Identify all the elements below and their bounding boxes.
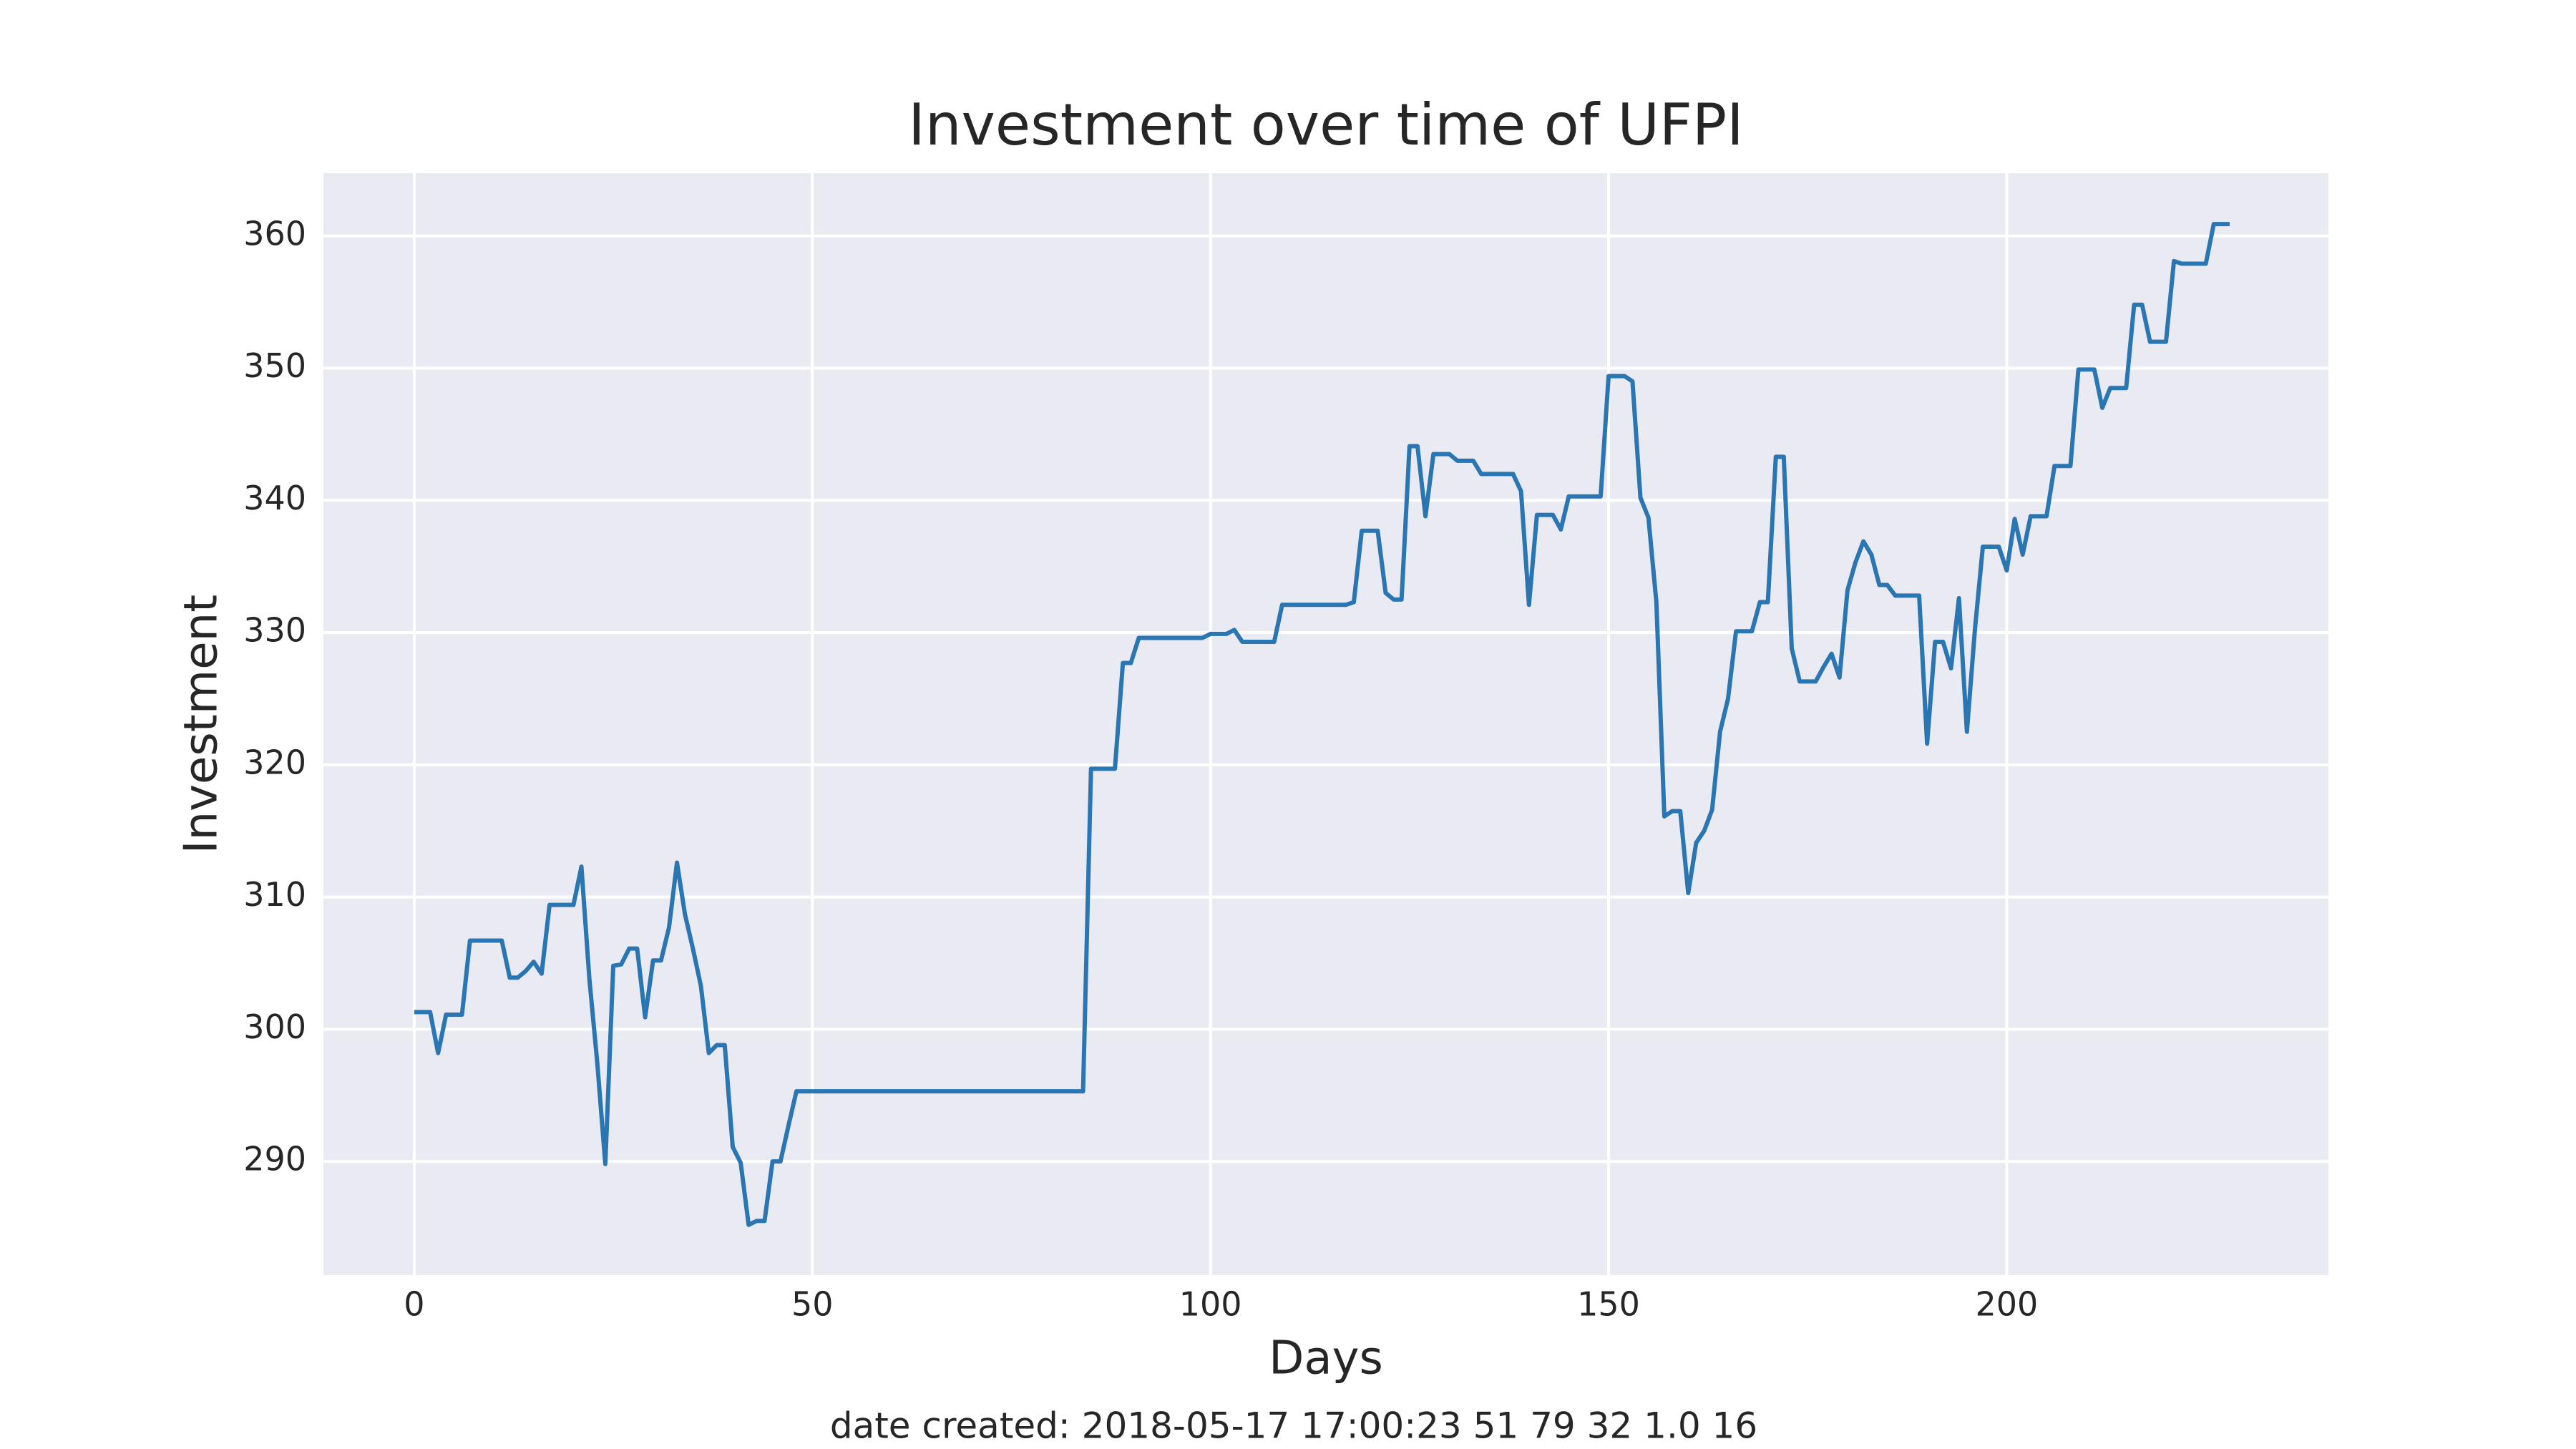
y-tick-label: 330 bbox=[243, 611, 306, 650]
x-tick-label: 50 bbox=[791, 1285, 834, 1324]
y-tick-label: 310 bbox=[243, 875, 306, 914]
x-tick-label: 200 bbox=[1976, 1285, 2039, 1324]
x-tick-label: 0 bbox=[404, 1285, 424, 1324]
y-tick-label: 350 bbox=[243, 346, 306, 385]
footer: date created: 2018-05-17 17:00:23 51 79 … bbox=[830, 1405, 1757, 1447]
x-tick-label: 100 bbox=[1179, 1285, 1242, 1324]
y-tick-label: 340 bbox=[243, 479, 306, 517]
y-axis-label: Investment bbox=[175, 595, 228, 854]
chart-title: Investment over time of UFPI bbox=[908, 92, 1744, 158]
plot-background bbox=[323, 173, 2328, 1275]
y-tick-label: 320 bbox=[243, 743, 306, 781]
x-tick-label: 150 bbox=[1577, 1285, 1640, 1324]
y-tick-label: 360 bbox=[243, 214, 306, 253]
y-tick-label: 290 bbox=[243, 1140, 306, 1179]
grid bbox=[323, 173, 2328, 1275]
series bbox=[414, 222, 2230, 1227]
y-tick-label: 300 bbox=[243, 1008, 306, 1046]
x-axis-label: Days bbox=[1269, 1332, 1383, 1385]
tick-labels: 0 50 100 150 200 290 300 310 320 330 340 350 360 bbox=[243, 214, 2038, 1323]
data-line bbox=[414, 222, 2230, 1227]
